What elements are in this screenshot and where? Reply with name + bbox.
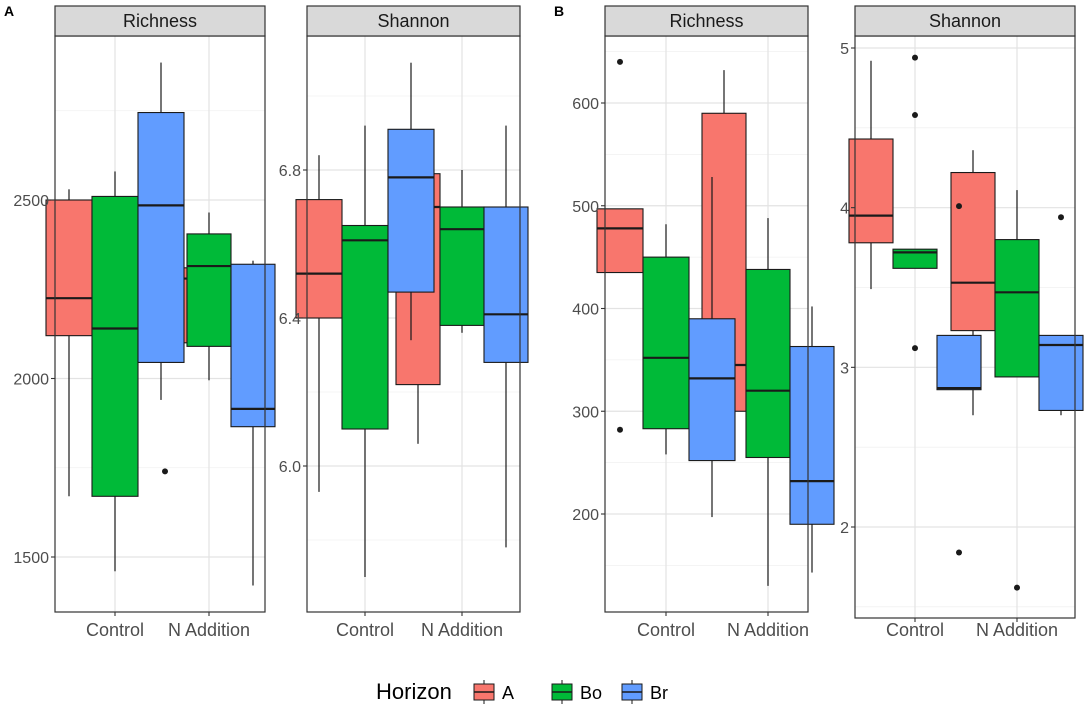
legend-item-br: Br — [621, 680, 668, 704]
box-body — [848, 138, 894, 244]
box-body — [745, 268, 791, 459]
box-body — [137, 111, 185, 363]
outlier-point — [912, 345, 918, 352]
legend-item-bo: Bo — [551, 680, 602, 704]
y-tick-label: 400 — [572, 302, 599, 319]
box-bo-n-addition — [439, 170, 485, 333]
box-bo-control — [642, 224, 690, 455]
box-a-control — [45, 189, 93, 497]
outlier-point — [162, 468, 168, 475]
box-br-control — [936, 203, 982, 556]
strip-label: Shannon — [929, 11, 1001, 31]
legend-item-a: A — [473, 680, 514, 704]
outlier-point — [1014, 584, 1020, 591]
box-body — [789, 345, 835, 525]
y-tick-label: 200 — [572, 507, 599, 524]
strip-label: Richness — [123, 11, 197, 31]
legend: Horizon A Bo Br — [376, 679, 668, 704]
box-bo-n-addition — [994, 190, 1040, 591]
legend-label: Bo — [580, 683, 602, 703]
box-br-n-addition — [483, 125, 529, 548]
outlier-point — [956, 203, 962, 210]
y-tick-label: 4 — [840, 201, 849, 218]
y-tick-label: 1500 — [13, 550, 49, 567]
box-br-control — [387, 62, 435, 341]
box-body — [295, 199, 343, 319]
y-tick-label: 600 — [572, 96, 599, 113]
box-body — [1038, 334, 1084, 411]
legend-label: Br — [650, 683, 668, 703]
box-body — [439, 206, 485, 326]
outlier-point — [912, 112, 918, 119]
y-tick-label: 5 — [840, 41, 849, 58]
box-body — [892, 248, 938, 269]
y-tick-label: 2500 — [13, 193, 49, 210]
y-tick-label: 6.4 — [279, 311, 301, 328]
outlier-point — [617, 426, 623, 433]
outlier-point — [912, 54, 918, 61]
outlier-point — [956, 549, 962, 556]
box-a-n-addition — [950, 150, 996, 416]
box-body — [950, 171, 996, 332]
x-tick-label: Control — [637, 620, 695, 640]
box-br-n-addition — [1038, 214, 1084, 416]
outlier-point — [1058, 214, 1064, 221]
legend-title: Horizon — [376, 679, 452, 704]
facet-a-richness: Richness 1500 2000 2500 Control N Addition — [13, 5, 276, 640]
box-body — [387, 128, 435, 293]
box-body — [688, 318, 736, 462]
box-bo-control — [892, 54, 938, 352]
box-body — [994, 239, 1040, 378]
strip-label: Richness — [669, 11, 743, 31]
strip-background — [306, 5, 521, 37]
y-tick-label: 500 — [572, 199, 599, 216]
y-tick-label: 6.0 — [279, 459, 301, 476]
legend-label: A — [502, 683, 514, 703]
y-tick-label: 3 — [840, 360, 849, 377]
box-br-n-addition — [789, 306, 835, 573]
panel-letter-b: B — [554, 3, 564, 19]
box-bo-control — [341, 125, 389, 577]
box-body — [936, 334, 982, 391]
x-tick-label: N Addition — [421, 620, 503, 640]
strip-background — [54, 5, 266, 37]
box-br-control — [137, 62, 185, 400]
box-body — [186, 233, 232, 347]
strip-background — [854, 5, 1076, 37]
box-a-control — [295, 155, 343, 492]
box-bo-n-addition — [186, 212, 232, 381]
x-tick-label: Control — [336, 620, 394, 640]
x-tick-label: N Addition — [727, 620, 809, 640]
facet-b-shannon: Shannon 2 3 4 5 Control N Addition — [840, 5, 1084, 640]
panel-letter-a: A — [4, 3, 14, 19]
box-body — [45, 199, 93, 337]
box-body — [596, 208, 644, 274]
facet-b-richness: Richness 200 300 400 500 600 Control N Addition — [572, 5, 835, 640]
box-bo-control — [91, 171, 139, 572]
facet-a-shannon: Shannon 6.0 6.4 6.8 Control N Addition — [279, 5, 529, 640]
box-br-control — [688, 176, 736, 518]
box-body — [230, 263, 276, 428]
y-tick-label: 2 — [840, 520, 849, 537]
box-body — [483, 206, 529, 363]
y-tick-label: 2000 — [13, 372, 49, 389]
box-br-n-addition — [230, 260, 276, 586]
x-tick-label: N Addition — [168, 620, 250, 640]
strip-label: Shannon — [377, 11, 449, 31]
box-body — [91, 195, 139, 497]
outlier-point — [617, 58, 623, 65]
box-a-control — [848, 60, 894, 290]
x-tick-label: N Addition — [976, 620, 1058, 640]
strip-background — [604, 5, 809, 37]
box-body — [642, 256, 690, 430]
y-tick-label: 300 — [572, 404, 599, 421]
y-tick-label: 6.8 — [279, 163, 301, 180]
x-tick-label: Control — [86, 620, 144, 640]
box-body — [341, 224, 389, 430]
x-tick-label: Control — [886, 620, 944, 640]
